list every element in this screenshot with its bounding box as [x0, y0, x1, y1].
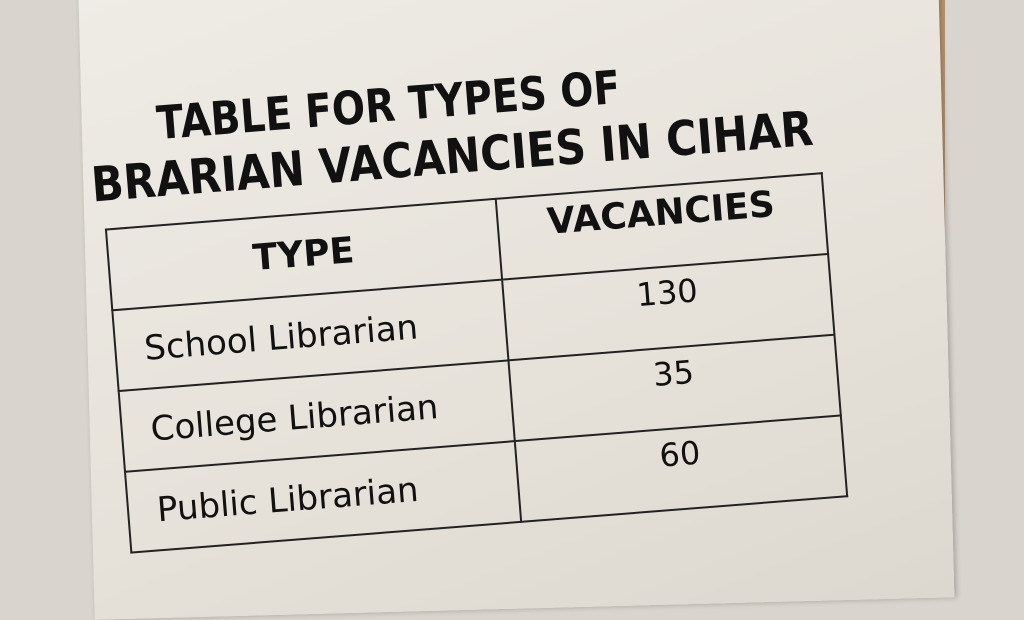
vacancies-table: TYPE VACANCIES School Librarian 130 Coll…	[105, 172, 848, 553]
background-border	[945, 0, 1024, 576]
